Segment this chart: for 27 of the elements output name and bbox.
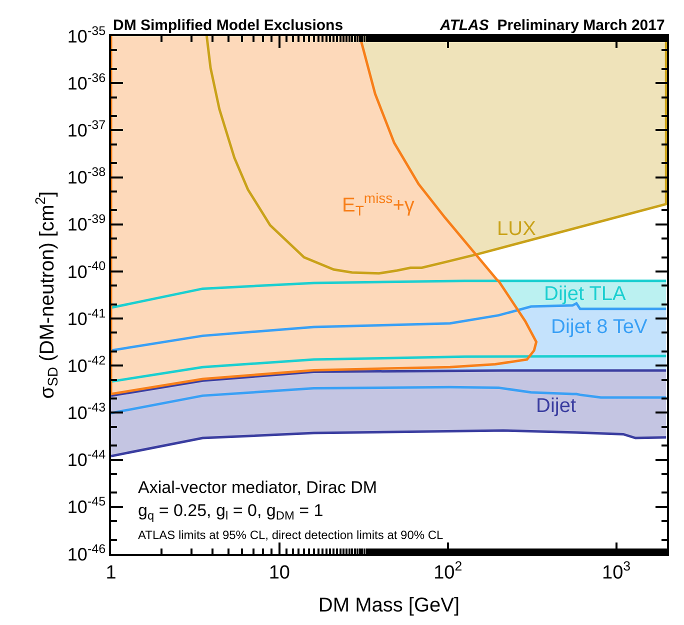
series-label: LUX [497,218,536,240]
x-tick-label: 10$^{2}$ [434,558,462,584]
chart-title: DM Simplified Model Exclusions [113,17,344,34]
y-tick-label: 10$^{-43}$ [67,400,106,424]
y-tick-label: 10$^{-41}$ [67,306,106,329]
y-tick-label: 10$^{-35}$ [67,24,106,46]
chart-subtitle: ATLAS Preliminary March 2017 [439,17,665,34]
y-tick-label: 10$^{-38}$ [67,165,106,188]
y-tick-label: 10$^{-40}$ [67,259,106,282]
y-tick-label: 10$^{-44}$ [67,448,106,470]
annotation: ATLAS limits at 95% CL, direct detection limits at 90% CL [138,528,444,542]
y-tick-label: 10$^{-36}$ [67,70,106,94]
x-tick-label: 10 [268,562,290,584]
x-axis-title: DM Mass [GeV] [318,594,460,617]
annotation: g$_{q}$ = 0.25, g$_{l}$ = 0, g$_{DM}$ = 1 [138,501,324,523]
series-label: Dijet TLA [544,283,627,305]
series-label: Dijet 8 TeV [551,316,648,338]
series-label: Dijet [536,395,576,417]
y-tick-label: 10$^{-45}$ [67,494,106,518]
y-tick-label: 10$^{-42}$ [67,353,106,376]
x-tick-label: 1 [106,562,116,584]
x-tick-label: 10$^{3}$ [602,558,631,584]
annotation: Axial-vector mediator, Dirac DM [138,478,378,497]
y-tick-label: 10$^{-46}$ [67,542,106,564]
y-tick-label: 10$^{-39}$ [67,212,106,235]
series-label: E$_{T}$$^{miss}$+γ [342,190,414,219]
y-tick-label: 10$^{-37}$ [67,118,106,140]
